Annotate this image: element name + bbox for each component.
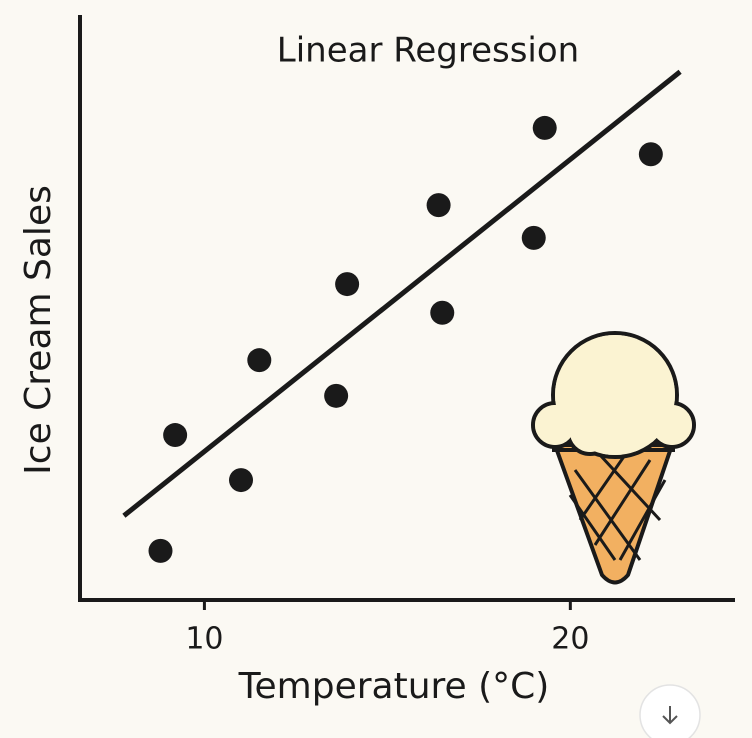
data-point — [148, 538, 173, 563]
chart-title: Linear Regression — [277, 31, 579, 71]
data-point — [638, 142, 663, 167]
data-point — [521, 225, 546, 250]
x-axis-label: Temperature (°C) — [238, 666, 550, 707]
scroll-button-arrow[interactable] — [662, 706, 678, 725]
data-point — [426, 193, 451, 218]
data-point — [247, 348, 272, 373]
y-axis-label: Ice Cream Sales — [18, 185, 59, 475]
data-point — [163, 423, 188, 448]
scroll-button[interactable] — [639, 684, 701, 738]
data-point — [430, 300, 455, 325]
data-point — [324, 383, 349, 408]
x-tick-label: 20 — [551, 622, 589, 657]
regression-line — [122, 69, 682, 518]
data-point — [335, 272, 360, 297]
ice-cream-illustration — [531, 331, 696, 585]
data-point — [532, 115, 557, 140]
x-tick-label: 10 — [185, 622, 223, 657]
data-point — [229, 468, 254, 493]
